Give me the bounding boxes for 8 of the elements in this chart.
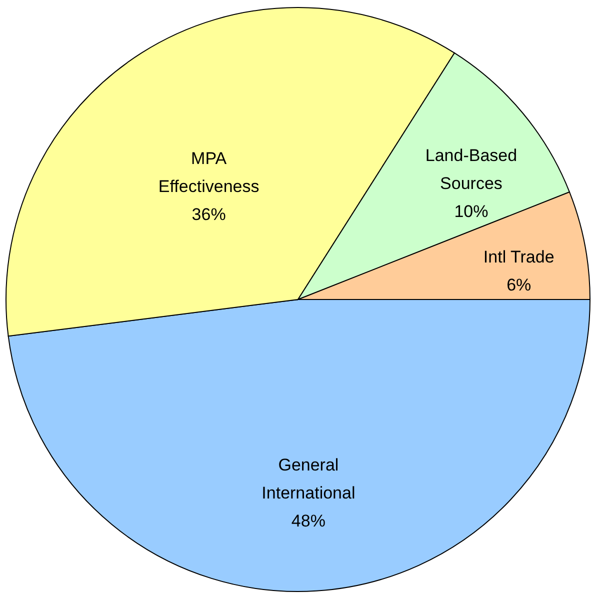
slice-label: MPA Effectiveness: [158, 148, 260, 196]
data-label: 10%: [454, 202, 488, 222]
data-label: 48%: [291, 512, 326, 531]
data-label: 6%: [506, 275, 532, 294]
slice-label: Land-Based Sources: [425, 146, 518, 194]
slice-label: General International: [262, 456, 356, 503]
data-label: 36%: [192, 204, 226, 224]
slice-label: Intl Trade: [483, 247, 554, 266]
